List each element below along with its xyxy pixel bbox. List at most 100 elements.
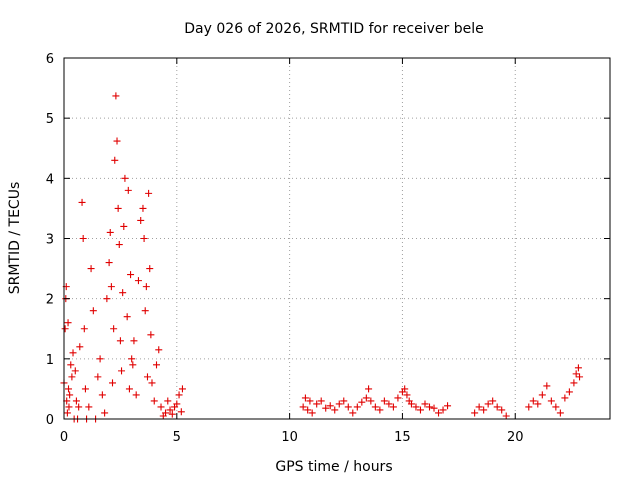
data-point [65, 385, 73, 393]
data-point [111, 156, 119, 164]
data-point [80, 325, 88, 333]
data-point [576, 373, 584, 381]
data-point [340, 397, 348, 405]
data-point [67, 361, 75, 369]
data-point [101, 409, 109, 417]
data-point [556, 409, 564, 417]
data-point [394, 394, 402, 402]
data-point [61, 325, 69, 333]
data-point [552, 403, 560, 411]
data-point [79, 235, 87, 242]
data-point [475, 403, 483, 411]
data-points [60, 92, 584, 423]
data-point [178, 385, 186, 393]
data-point [561, 394, 569, 402]
y-tick-labels: 0 1 2 3 4 5 6 [46, 52, 610, 428]
data-point [81, 385, 89, 393]
data-point [137, 216, 145, 224]
data-point [326, 402, 334, 410]
data-point [109, 379, 117, 387]
data-point [489, 397, 497, 405]
x-tick-label: 10 [281, 430, 298, 445]
data-point [367, 397, 375, 405]
data-point [177, 408, 185, 416]
data-point [127, 271, 135, 279]
data-point [401, 385, 409, 393]
data-point [304, 406, 312, 414]
data-point [141, 307, 149, 315]
data-point [484, 400, 492, 408]
data-point [115, 241, 123, 249]
data-point [113, 137, 121, 145]
data-point [430, 404, 438, 412]
data-point [574, 364, 582, 372]
data-point [313, 400, 321, 408]
data-point [69, 349, 77, 357]
y-tick-label: 3 [46, 233, 54, 248]
data-point [94, 373, 102, 381]
data-point [134, 277, 142, 285]
data-point [98, 391, 106, 399]
data-point [306, 397, 314, 405]
data-point [96, 355, 104, 363]
data-point [570, 379, 578, 387]
x-tick-label: 5 [173, 430, 181, 445]
data-point [175, 391, 183, 399]
data-point [435, 409, 443, 417]
data-point [529, 397, 537, 405]
data-point [385, 400, 393, 408]
data-point [572, 370, 580, 378]
data-point [145, 189, 153, 197]
data-point [114, 204, 122, 212]
data-point [480, 406, 488, 414]
data-point [543, 382, 551, 390]
data-point [112, 92, 120, 100]
y-tick-label: 0 [46, 413, 54, 428]
data-point [353, 403, 361, 411]
data-point [143, 373, 151, 381]
data-point [72, 397, 80, 405]
data-point [349, 409, 357, 417]
data-point [439, 406, 447, 414]
data-point [124, 186, 132, 194]
data-point [64, 319, 72, 327]
grid-lines [64, 58, 610, 419]
data-point [140, 235, 148, 242]
data-point [301, 394, 309, 402]
y-tick-label: 4 [46, 172, 54, 187]
data-point [331, 406, 339, 414]
data-point [525, 403, 533, 411]
data-point [139, 204, 147, 212]
data-point [444, 402, 452, 410]
data-point [376, 406, 384, 414]
data-point [380, 397, 388, 405]
data-point [358, 398, 366, 406]
data-point [89, 307, 97, 315]
data-point [412, 403, 420, 411]
data-point [166, 406, 174, 414]
data-point [110, 325, 118, 333]
data-point [87, 265, 95, 273]
data-point [103, 295, 111, 303]
data-point [308, 409, 316, 417]
chart-title: Day 026 of 2026, SRMTID for receiver bel… [184, 21, 483, 37]
data-point [66, 391, 74, 399]
y-axis-label: SRMTID / TECUs [7, 182, 23, 295]
data-point [565, 388, 573, 396]
data-point [153, 361, 161, 369]
data-point [63, 409, 71, 417]
data-point [148, 379, 156, 387]
data-point [322, 404, 330, 412]
data-point [502, 412, 510, 420]
data-point [538, 391, 546, 399]
data-point [132, 391, 140, 399]
data-point [107, 283, 115, 291]
data-point [128, 355, 136, 363]
data-point [421, 400, 429, 408]
data-point [121, 174, 129, 182]
data-point [78, 198, 86, 206]
data-point [157, 403, 165, 411]
data-point [155, 346, 163, 354]
x-tick-label: 20 [507, 430, 524, 445]
